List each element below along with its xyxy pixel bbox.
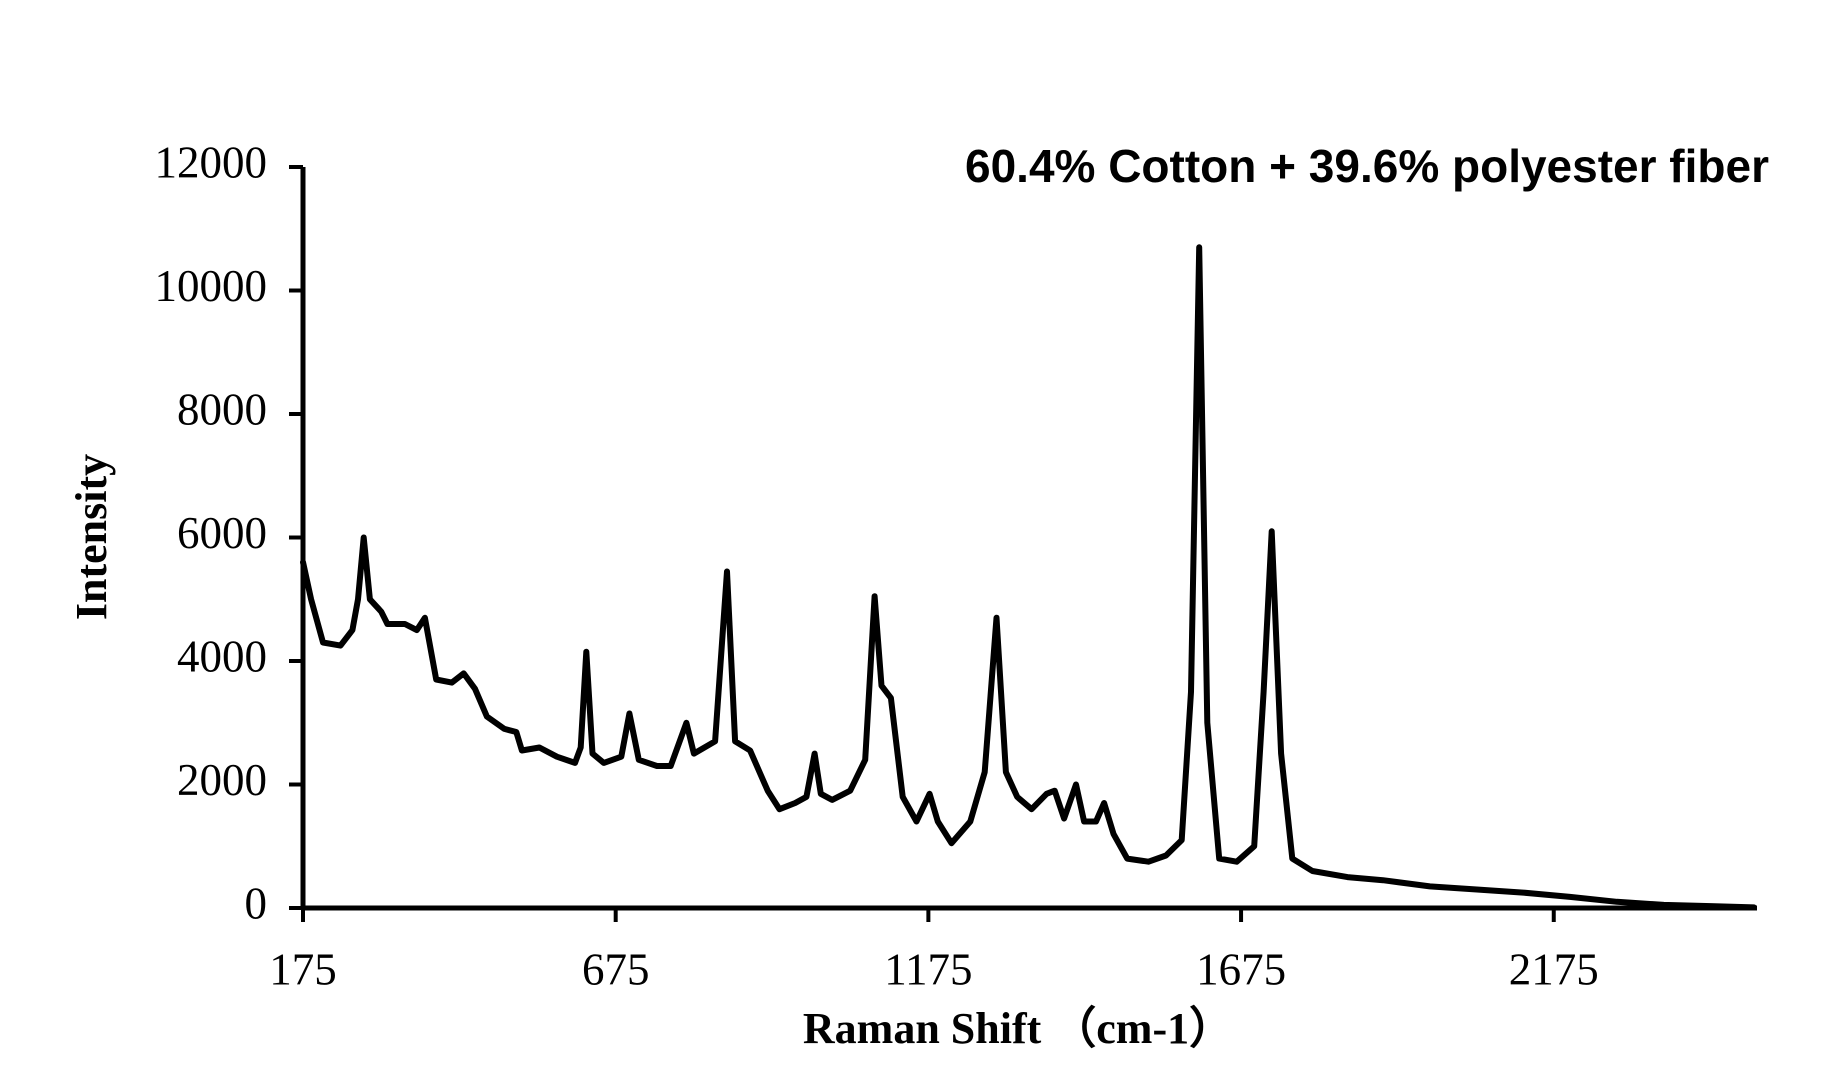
y-tick-label: 8000 — [177, 384, 267, 434]
y-tick-label: 2000 — [177, 755, 267, 805]
y-tick-label: 6000 — [177, 508, 267, 558]
spectrum-line — [300, 244, 1757, 911]
y-tick-label: 12000 — [155, 137, 268, 187]
x-tick-label: 1675 — [1196, 944, 1286, 994]
x-tick-label: 2175 — [1509, 944, 1599, 994]
y-tick-label: 0 — [245, 878, 268, 928]
chart-title: 60.4% Cotton + 39.6% polyester fiber — [965, 140, 1769, 192]
y-tick-label: 10000 — [155, 261, 268, 311]
x-axis-label: Raman Shift （cm-1） — [803, 1004, 1233, 1053]
x-tick-label: 1175 — [884, 944, 972, 994]
x-tick-label: 175 — [269, 944, 337, 994]
y-axis-label: Intensity — [67, 454, 116, 620]
y-tick-label: 4000 — [177, 631, 267, 681]
x-tick-label: 675 — [582, 944, 650, 994]
